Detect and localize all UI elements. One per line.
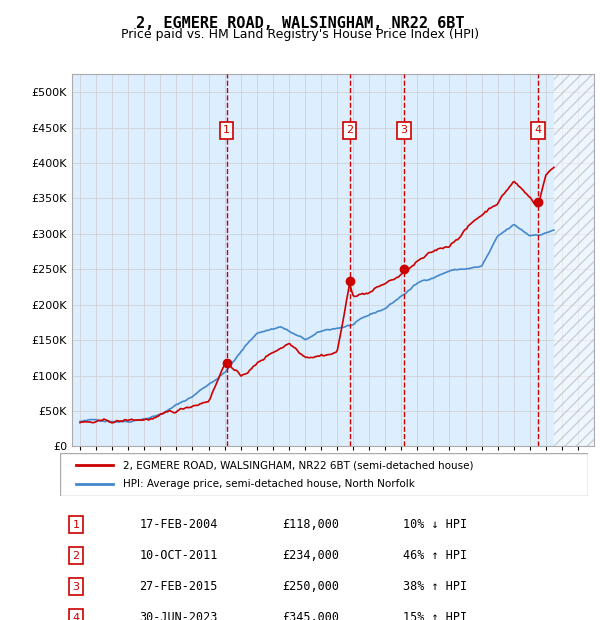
Text: 3: 3	[400, 125, 407, 135]
Text: 15% ↑ HPI: 15% ↑ HPI	[403, 611, 467, 620]
Text: £250,000: £250,000	[282, 580, 339, 593]
Text: 2: 2	[346, 125, 353, 135]
Text: 3: 3	[73, 582, 79, 591]
Text: 10-OCT-2011: 10-OCT-2011	[139, 549, 218, 562]
Text: 4: 4	[534, 125, 541, 135]
Text: HPI: Average price, semi-detached house, North Norfolk: HPI: Average price, semi-detached house,…	[124, 479, 415, 489]
Text: £345,000: £345,000	[282, 611, 339, 620]
Text: 38% ↑ HPI: 38% ↑ HPI	[403, 580, 467, 593]
FancyBboxPatch shape	[60, 453, 588, 496]
Text: 2: 2	[72, 551, 79, 560]
Text: 1: 1	[223, 125, 230, 135]
Text: 4: 4	[72, 613, 79, 620]
Text: 30-JUN-2023: 30-JUN-2023	[139, 611, 218, 620]
Text: 1: 1	[73, 520, 79, 529]
Text: Price paid vs. HM Land Registry's House Price Index (HPI): Price paid vs. HM Land Registry's House …	[121, 28, 479, 41]
Text: 46% ↑ HPI: 46% ↑ HPI	[403, 549, 467, 562]
Text: 17-FEB-2004: 17-FEB-2004	[139, 518, 218, 531]
Text: 10% ↓ HPI: 10% ↓ HPI	[403, 518, 467, 531]
Text: 27-FEB-2015: 27-FEB-2015	[139, 580, 218, 593]
Text: £234,000: £234,000	[282, 549, 339, 562]
Text: 2, EGMERE ROAD, WALSINGHAM, NR22 6BT (semi-detached house): 2, EGMERE ROAD, WALSINGHAM, NR22 6BT (se…	[124, 461, 474, 471]
Text: 2, EGMERE ROAD, WALSINGHAM, NR22 6BT: 2, EGMERE ROAD, WALSINGHAM, NR22 6BT	[136, 16, 464, 30]
Text: £118,000: £118,000	[282, 518, 339, 531]
